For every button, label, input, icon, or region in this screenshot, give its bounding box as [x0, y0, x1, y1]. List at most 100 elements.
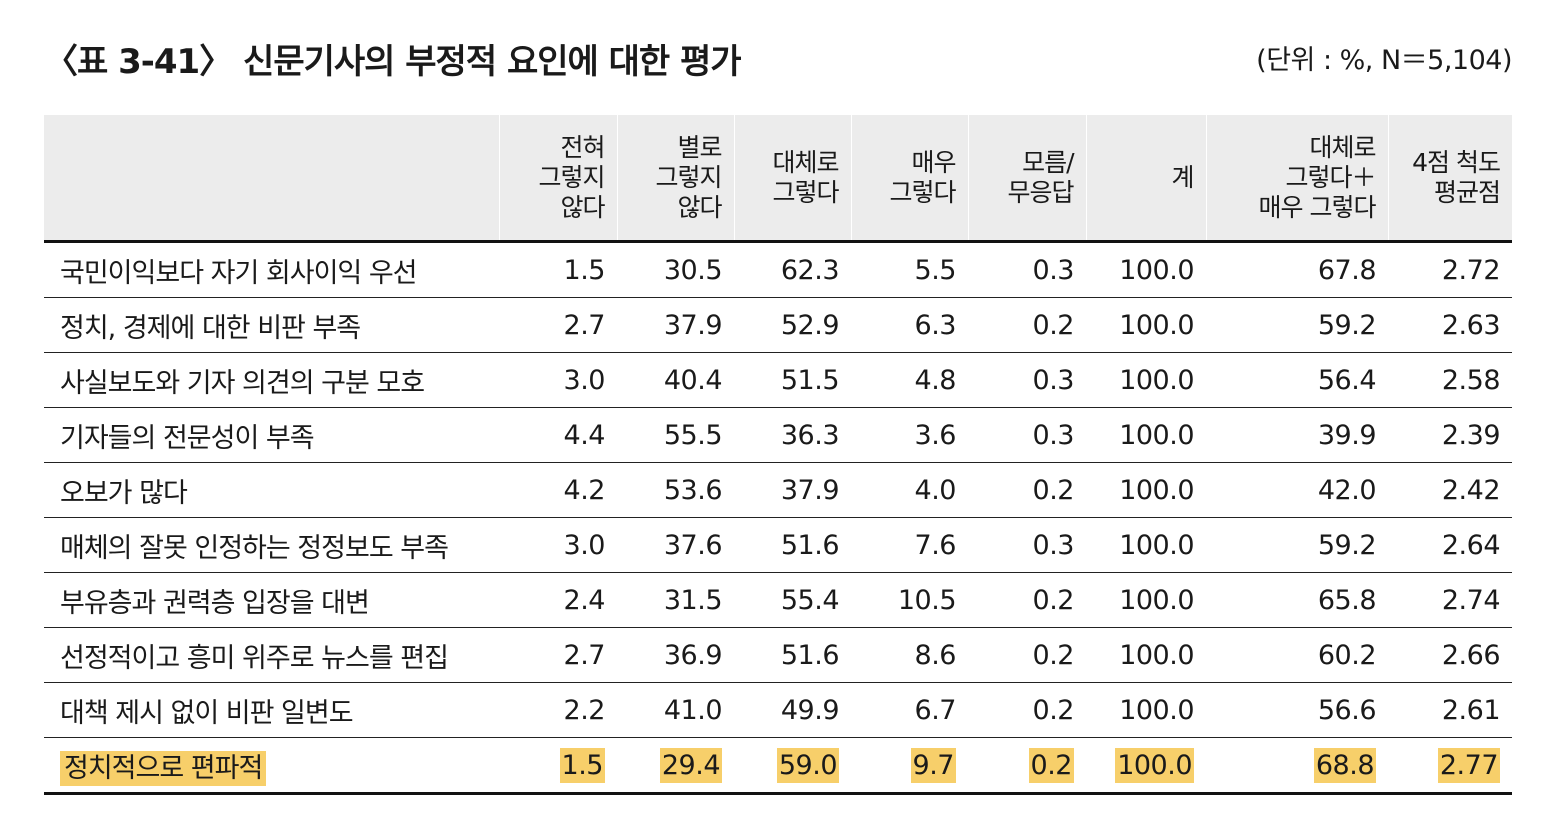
cell-value: 55.4 [780, 584, 840, 616]
header-cell: 계 [1085, 115, 1206, 243]
row-value: 55.4 [734, 572, 851, 628]
row-value: 7.6 [851, 517, 968, 573]
row-value: 100.0 [1086, 462, 1206, 518]
row-value: 31.5 [617, 572, 734, 628]
table-row: 선정적이고 흥미 위주로 뉴스를 편집 2.7 36.9 51.6 8.6 0.2 100.… [44, 627, 1512, 683]
header-cell: 대체로 그렇다 [733, 115, 851, 243]
cell-value: 3.6 [914, 419, 957, 451]
cell-value: 2.61 [1441, 694, 1501, 726]
cell-value: 40.4 [663, 364, 723, 396]
cell-value: 53.6 [663, 474, 723, 506]
table-row: 국민이익보다 자기 회사이익 우선 1.5 30.5 62.3 5.5 0.3 100.0 6… [44, 241, 1512, 298]
table-row: 사실보도와 기자 의견의 구분 모호 3.0 40.4 51.5 4.8 0.3 100.0… [44, 352, 1512, 408]
table-row: 대책 제시 없이 비판 일변도 2.2 41.0 49.9 6.7 0.2 100.0 56.… [44, 682, 1512, 738]
row-value: 59.2 [1206, 297, 1388, 353]
header-cell: 모름/ 무응답 [967, 115, 1086, 243]
row-value: 59.2 [1206, 517, 1388, 573]
table-row: 오보가 많다 4.2 53.6 37.9 4.0 0.2 100.0 42.0 2.42 [44, 462, 1512, 518]
data-table: 전혀 그렇지 않다 별로 그렇지 않다 대체로 그렇다 매우 그렇다 모름/ 무… [44, 115, 1512, 795]
row-value: 4.8 [851, 352, 968, 408]
row-label-text: 정치, 경제에 대한 비판 부족 [60, 312, 361, 344]
header-cell: 전혀 그렇지 않다 [498, 115, 617, 243]
cell-value: 8.6 [914, 639, 957, 671]
cell-value: 0.3 [1032, 254, 1075, 286]
row-label-text: 국민이익보다 자기 회사이익 우선 [60, 257, 418, 289]
unit-note: (단위 : %, N＝5,104) [1256, 45, 1512, 76]
row-value: 2.61 [1388, 682, 1512, 738]
row-value: 6.7 [851, 682, 968, 738]
row-label: 대책 제시 없이 비판 일변도 [44, 682, 499, 738]
row-value: 2.39 [1388, 407, 1512, 463]
cell-value: 9.7 [910, 747, 956, 783]
cell-value: 2.7 [563, 639, 606, 671]
row-value: 0.2 [968, 572, 1086, 628]
cell-value: 2.4 [563, 584, 606, 616]
row-value: 5.5 [851, 241, 968, 298]
row-value: 2.2 [499, 682, 617, 738]
row-value: 0.3 [968, 517, 1086, 573]
cell-value: 51.5 [780, 364, 840, 396]
cell-value: 5.5 [914, 254, 957, 286]
row-value: 2.4 [499, 572, 617, 628]
row-value: 100.0 [1086, 517, 1206, 573]
row-value: 42.0 [1206, 462, 1388, 518]
row-value: 0.2 [968, 682, 1086, 738]
cell-value: 2.58 [1441, 364, 1501, 396]
row-label-text: 선정적이고 흥미 위주로 뉴스를 편집 [60, 642, 449, 674]
row-value: 0.3 [968, 241, 1086, 298]
row-value: 3.0 [499, 352, 617, 408]
row-label: 부유층과 권력층 입장을 대변 [44, 572, 499, 628]
row-value: 1.5 [499, 241, 617, 298]
row-value: 0.3 [968, 407, 1086, 463]
row-value: 3.0 [499, 517, 617, 573]
row-label-text: 대책 제시 없이 비판 일변도 [60, 697, 354, 729]
row-value: 2.64 [1388, 517, 1512, 573]
row-value: 59.0 [734, 737, 851, 795]
cell-value: 1.5 [559, 747, 605, 783]
cell-value: 2.7 [563, 309, 606, 341]
row-value: 49.9 [734, 682, 851, 738]
row-label: 사실보도와 기자 의견의 구분 모호 [44, 352, 499, 408]
row-value: 2.58 [1388, 352, 1512, 408]
cell-value: 3.0 [563, 364, 606, 396]
row-value: 100.0 [1086, 682, 1206, 738]
cell-value: 0.2 [1032, 639, 1075, 671]
cell-value: 0.2 [1032, 584, 1075, 616]
table-row: 부유층과 권력층 입장을 대변 2.4 31.5 55.4 10.5 0.2 100.0 65… [44, 572, 1512, 628]
row-value: 56.4 [1206, 352, 1388, 408]
cell-value: 100.0 [1119, 254, 1194, 286]
row-value: 55.5 [617, 407, 734, 463]
cell-value: 100.0 [1119, 474, 1194, 506]
cell-value: 41.0 [663, 694, 723, 726]
row-value: 2.74 [1388, 572, 1512, 628]
row-value: 36.9 [617, 627, 734, 683]
cell-value: 100.0 [1119, 694, 1194, 726]
cell-value: 2.39 [1441, 419, 1501, 451]
row-value: 9.7 [851, 737, 968, 795]
cell-value: 100.0 [1119, 639, 1194, 671]
row-value: 62.3 [734, 241, 851, 298]
table-row: 정치적으로 편파적 1.5 29.4 59.0 9.7 0.2 100.0 68.8 2.77 [44, 737, 1512, 795]
row-value: 60.2 [1206, 627, 1388, 683]
cell-value: 0.2 [1032, 474, 1075, 506]
cell-value: 2.63 [1441, 309, 1501, 341]
row-label: 정치적으로 편파적 [44, 737, 499, 795]
cell-value: 2.74 [1441, 584, 1501, 616]
header-cell: 별로 그렇지 않다 [616, 115, 734, 243]
cell-value: 37.9 [780, 474, 840, 506]
row-label-text: 오보가 많다 [60, 477, 188, 509]
cell-value: 4.8 [914, 364, 957, 396]
row-label-text: 매체의 잘못 인정하는 정정보도 부족 [60, 532, 449, 564]
cell-value: 2.66 [1441, 639, 1501, 671]
row-value: 39.9 [1206, 407, 1388, 463]
cell-value: 0.3 [1032, 364, 1075, 396]
row-value: 100.0 [1086, 572, 1206, 628]
row-label-text: 사실보도와 기자 의견의 구분 모호 [60, 367, 425, 399]
cell-value: 4.4 [563, 419, 606, 451]
cell-value: 56.4 [1317, 364, 1377, 396]
cell-value: 65.8 [1317, 584, 1377, 616]
row-label-text: 기자들의 전문성이 부족 [60, 422, 315, 454]
cell-value: 100.0 [1115, 747, 1194, 783]
cell-value: 49.9 [780, 694, 840, 726]
row-value: 0.2 [968, 627, 1086, 683]
